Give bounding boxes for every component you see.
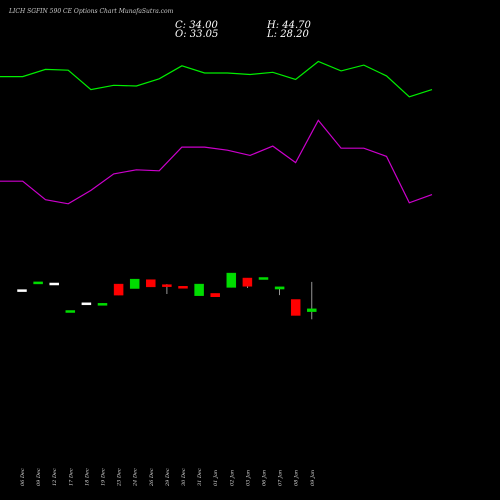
candle-body bbox=[274, 286, 285, 290]
x-tick-label: 02 Jan bbox=[229, 470, 235, 486]
x-tick-label: 03 Jan bbox=[245, 470, 251, 486]
candle-body bbox=[258, 277, 269, 280]
x-tick-label: 09 Jan bbox=[310, 470, 316, 486]
candle-body bbox=[307, 308, 317, 312]
candle-body bbox=[242, 277, 253, 287]
open-value: O: 33.05 bbox=[175, 29, 219, 40]
x-tick-label: 17 Dec bbox=[68, 468, 74, 486]
high-value: H: 44.70 bbox=[267, 20, 311, 31]
low-value: L: 28.20 bbox=[267, 29, 309, 40]
chart-title: LICH SGFIN 590 CE Options Chart MunafaSu… bbox=[9, 8, 174, 15]
x-tick-label: 09 Dec bbox=[36, 468, 42, 486]
x-tick-label: 26 Dec bbox=[149, 468, 155, 487]
x-tick-label: 01 Jan bbox=[213, 470, 219, 486]
x-tick-label: 06 Jan bbox=[262, 470, 268, 486]
candle-body bbox=[65, 310, 76, 313]
candle-body bbox=[33, 281, 43, 285]
x-tick-label: 30 Dec bbox=[181, 468, 187, 486]
candle-body bbox=[210, 293, 220, 298]
candle-body bbox=[194, 283, 204, 296]
x-tick-label: 29 Dec bbox=[165, 468, 171, 487]
lower-indicator-line bbox=[0, 119, 433, 205]
close-value: C: 34.00 bbox=[175, 20, 218, 31]
candle-body bbox=[81, 302, 92, 306]
x-tick-label: 24 Dec bbox=[133, 468, 139, 487]
candle-body bbox=[113, 283, 124, 296]
x-tick-label: 31 Dec bbox=[197, 468, 203, 486]
x-tick-label: 18 Dec bbox=[84, 468, 90, 486]
candle-body bbox=[226, 272, 237, 288]
candle-body bbox=[146, 279, 156, 288]
x-tick-label: 06 Dec bbox=[20, 468, 26, 486]
candle-body bbox=[17, 289, 27, 292]
x-tick-label: 08 Jan bbox=[294, 470, 300, 486]
candle-body bbox=[178, 286, 188, 289]
candle-body bbox=[97, 303, 108, 306]
upper-indicator-line bbox=[0, 60, 433, 98]
candle-body bbox=[290, 299, 301, 316]
candle-body bbox=[162, 284, 172, 287]
candle-body bbox=[49, 282, 59, 286]
x-tick-label: 19 Dec bbox=[101, 468, 107, 486]
x-tick-label: 12 Dec bbox=[52, 468, 58, 486]
candle-body bbox=[129, 278, 140, 289]
x-tick-label: 07 Jan bbox=[278, 470, 284, 486]
x-tick-label: 23 Dec bbox=[117, 468, 123, 487]
